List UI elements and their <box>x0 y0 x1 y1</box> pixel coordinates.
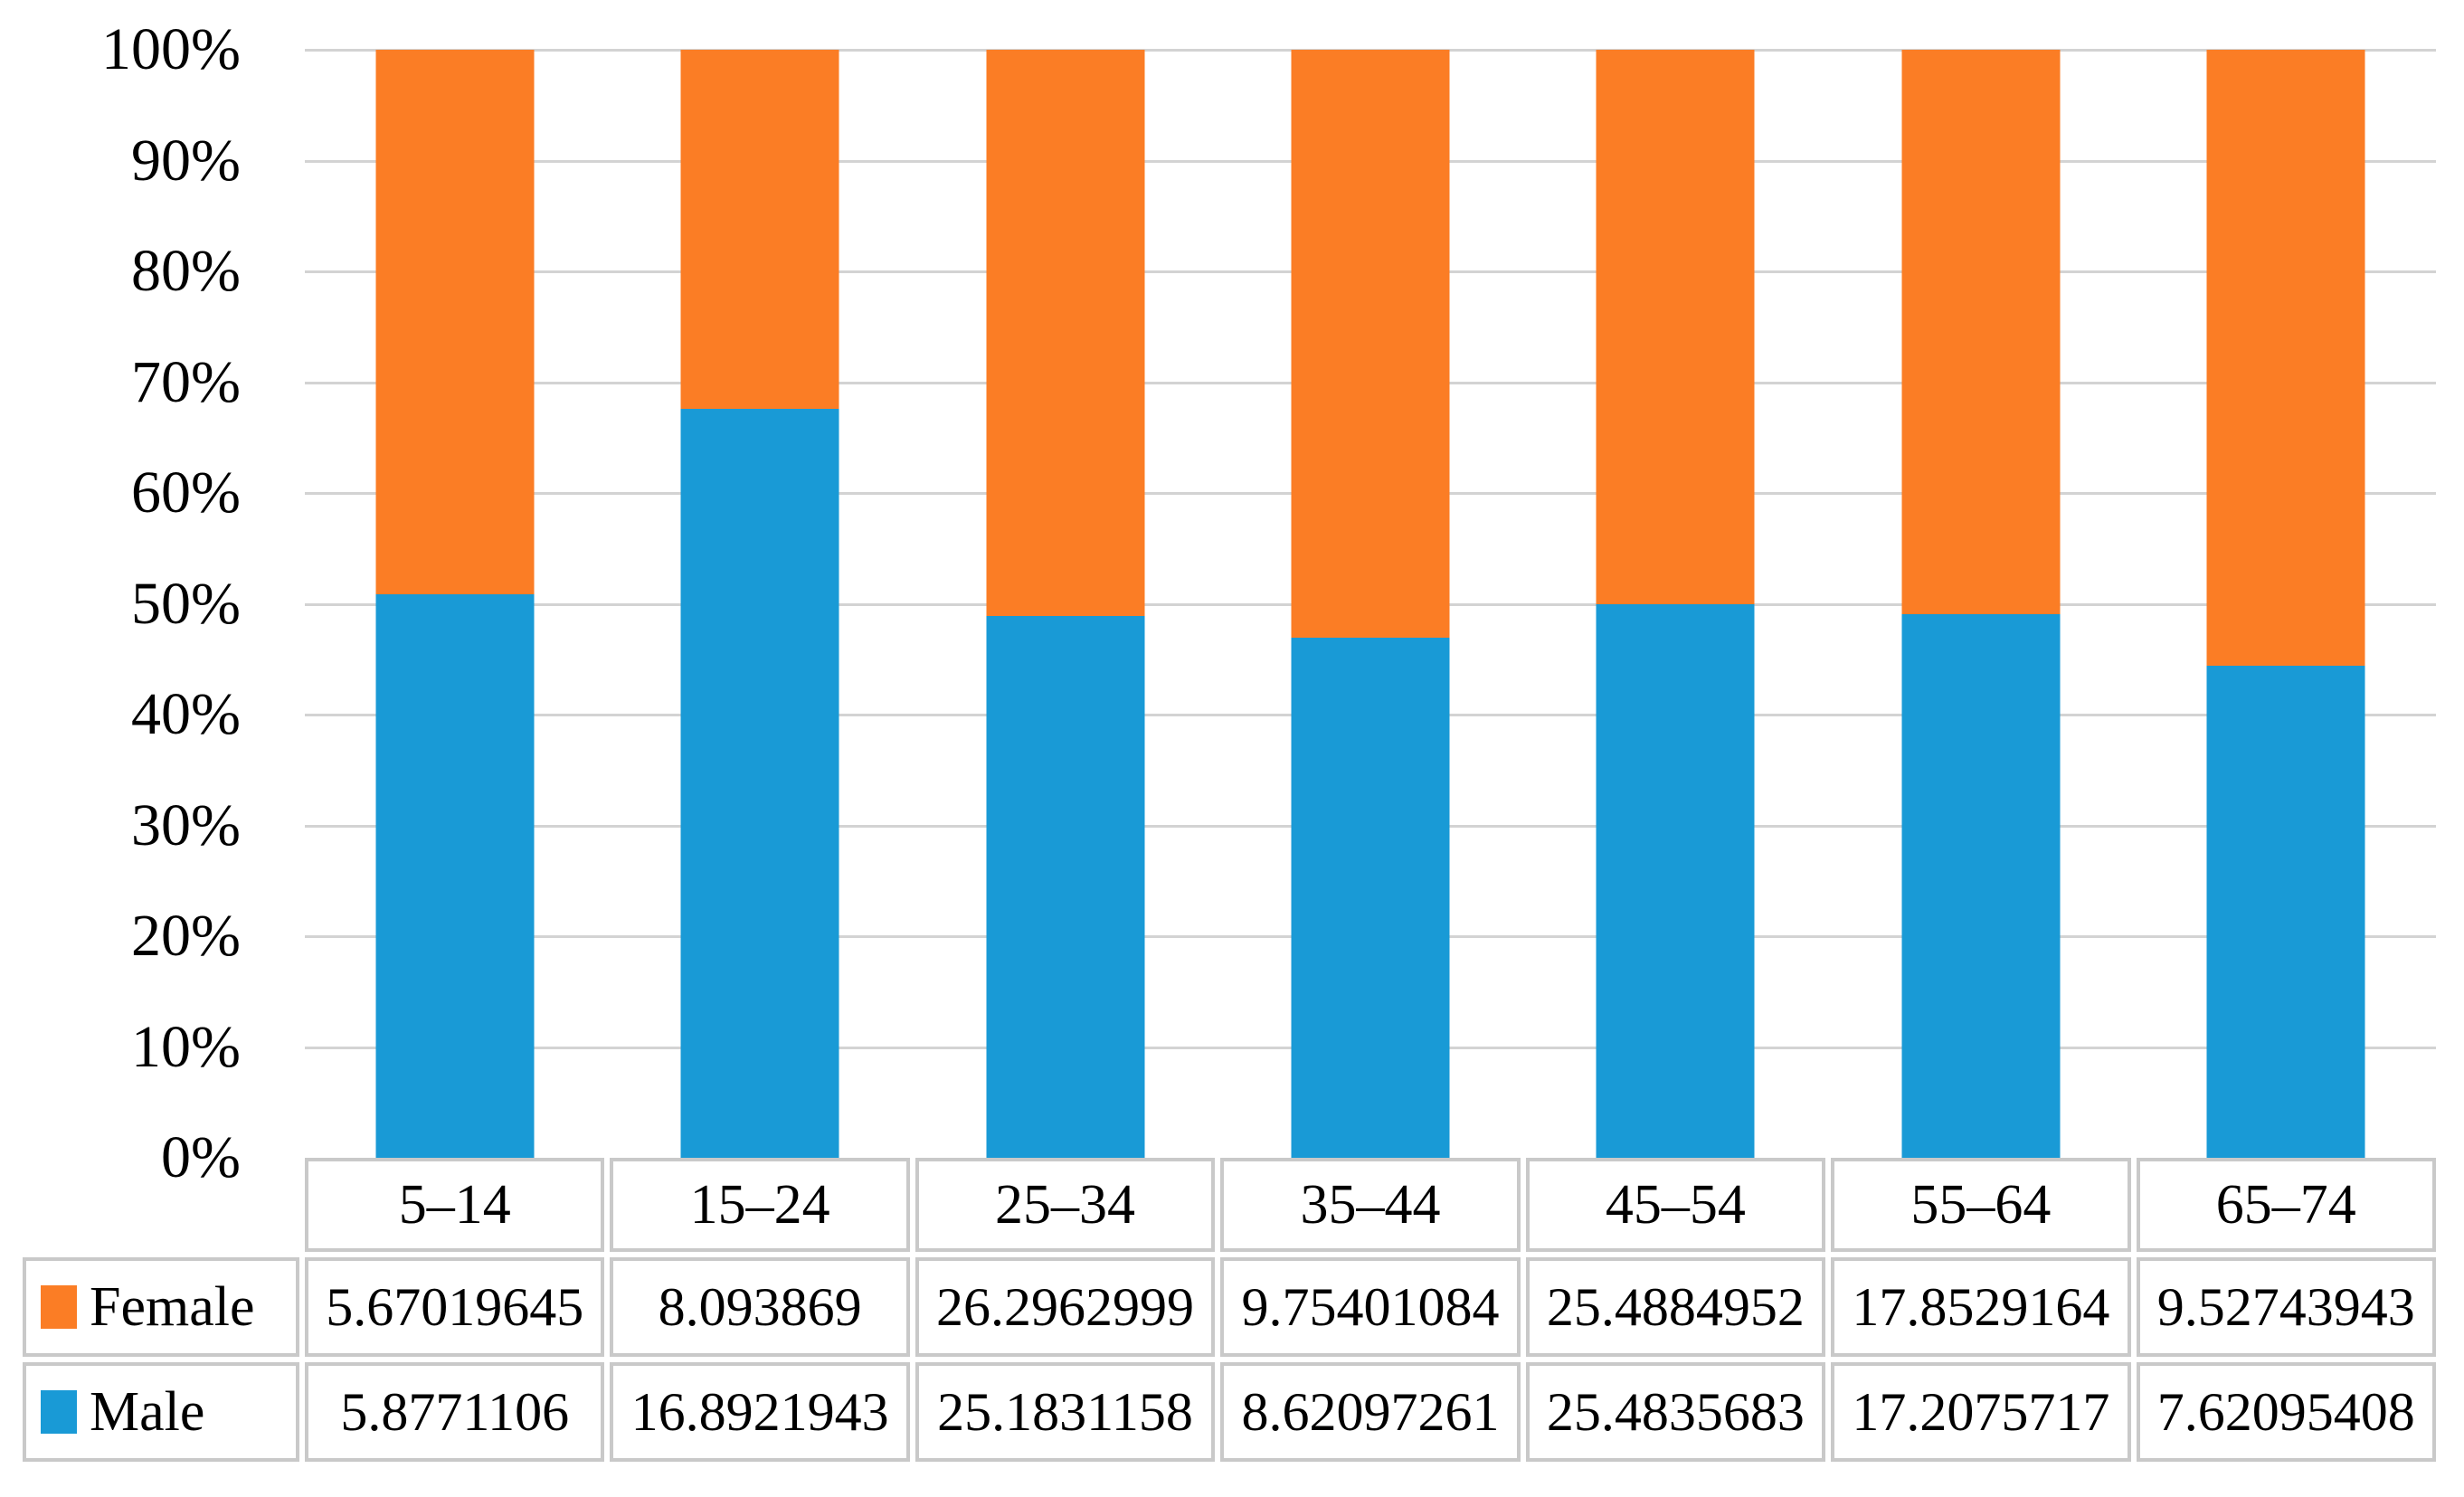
male-segment <box>2206 665 2365 1158</box>
legend-cell-male: Male <box>23 1362 299 1462</box>
category-label-cell: 65–74 <box>2136 1158 2436 1252</box>
bar-column-65–74 <box>2137 50 2436 1158</box>
stacked-bar <box>986 50 1145 1158</box>
legend-label: Male <box>90 1381 205 1443</box>
plot-columns <box>305 50 2436 1158</box>
female-segment <box>1901 50 2061 614</box>
stacked-bar <box>1901 50 2061 1158</box>
legend-cell-female: Female <box>23 1257 299 1357</box>
female-segment <box>986 50 1145 616</box>
stacked-bar <box>2206 50 2365 1158</box>
table-value-cell: 17.8529164 <box>1831 1257 2131 1357</box>
table-value-cell: 5.67019645 <box>305 1257 605 1357</box>
female-segment <box>680 50 839 409</box>
table-value-cell: 5.8771106 <box>305 1362 605 1462</box>
male-legend-swatch-icon <box>41 1390 77 1434</box>
category-label-cell: 15–24 <box>610 1158 910 1252</box>
female-segment <box>1291 50 1450 639</box>
plot-area <box>305 49 2436 1158</box>
y-axis-labels: 100% 90% 80% 70% 60% 50% 40% 30% 20% 10% 0% <box>0 20 264 1188</box>
category-label-cell: 25–34 <box>915 1158 1216 1252</box>
y-axis-tick-label: 30% <box>131 791 241 858</box>
table-value-cell: 26.2962999 <box>915 1257 1216 1357</box>
table-row-female: Female 5.67019645 8.093869 26.2962999 9.7540… <box>23 1257 2436 1357</box>
stacked-bar <box>680 50 839 1158</box>
y-axis-tick-label: 0% <box>161 1124 241 1190</box>
y-axis-tick-label: 10% <box>131 1013 241 1080</box>
stacked-bar <box>375 50 535 1158</box>
y-axis-tick-label: 70% <box>131 348 241 415</box>
female-segment <box>1596 50 1755 604</box>
table-value-cell: 7.62095408 <box>2136 1362 2436 1462</box>
category-label-cell: 55–64 <box>1831 1158 2131 1252</box>
bar-column-25–34 <box>915 50 1215 1158</box>
male-segment <box>680 408 839 1158</box>
male-segment <box>986 615 1145 1158</box>
bar-column-55–64 <box>1831 50 2130 1158</box>
table-value-cell: 9.75401084 <box>1220 1257 1521 1357</box>
table-value-cell: 8.62097261 <box>1220 1362 1521 1462</box>
table-value-cell: 25.4884952 <box>1525 1257 1826 1357</box>
y-axis-tick-label: 100% <box>101 16 241 82</box>
y-axis-tick-label: 50% <box>131 570 241 637</box>
bar-column-5–14 <box>305 50 604 1158</box>
y-axis-tick-label: 80% <box>131 238 241 304</box>
male-segment <box>375 593 535 1158</box>
legend-label: Female <box>90 1276 255 1338</box>
y-axis-tick-label: 40% <box>131 681 241 747</box>
table-row-male: Male 5.8771106 16.8921943 25.1831158 8.62097… <box>23 1362 2436 1462</box>
table-value-cell: 25.1831158 <box>915 1362 1216 1462</box>
table-value-cell: 25.4835683 <box>1525 1362 1826 1462</box>
table-value-cell: 17.2075717 <box>1831 1362 2131 1462</box>
stacked-bar <box>1291 50 1450 1158</box>
y-axis-tick-label: 90% <box>131 127 241 194</box>
male-segment <box>1901 613 2061 1158</box>
bar-column-35–44 <box>1220 50 1520 1158</box>
female-legend-swatch-icon <box>41 1285 77 1329</box>
male-segment <box>1596 603 1755 1158</box>
y-axis-tick-label: 20% <box>131 903 241 969</box>
female-segment <box>375 50 535 594</box>
stacked-bar <box>1596 50 1755 1158</box>
category-label-cell: 35–44 <box>1220 1158 1521 1252</box>
category-axis-row: 5–14 15–24 25–34 35–44 45–54 55–64 65–74 <box>305 1158 2436 1252</box>
category-label-cell: 5–14 <box>305 1158 605 1252</box>
y-axis-tick-label: 60% <box>131 460 241 526</box>
category-label-cell: 45–54 <box>1525 1158 1826 1252</box>
bar-column-45–54 <box>1526 50 1825 1158</box>
male-segment <box>1291 638 1450 1158</box>
table-value-cell: 8.093869 <box>610 1257 910 1357</box>
table-value-cell: 16.8921943 <box>610 1362 910 1462</box>
female-segment <box>2206 50 2365 666</box>
table-value-cell: 9.52743943 <box>2136 1257 2436 1357</box>
bar-column-15–24 <box>610 50 909 1158</box>
